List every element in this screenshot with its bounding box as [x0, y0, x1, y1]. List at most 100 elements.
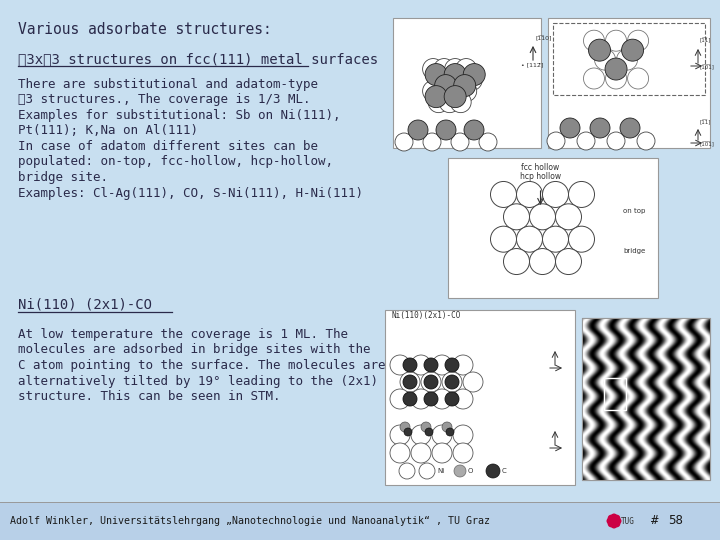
Circle shape	[425, 64, 447, 85]
Circle shape	[616, 49, 638, 70]
Circle shape	[516, 181, 542, 207]
Circle shape	[403, 392, 417, 406]
Circle shape	[421, 372, 441, 392]
Circle shape	[421, 422, 431, 432]
Text: Ni: Ni	[437, 468, 444, 474]
Bar	[582, 318, 710, 480]
Text: Examples for substitutional: Sb on Ni(111),: Examples for substitutional: Sb on Ni(11…	[18, 109, 341, 122]
Text: [1͞0͞1]: [1͞0͞1]	[700, 65, 715, 70]
Circle shape	[411, 425, 431, 445]
Bar	[385, 310, 575, 485]
Text: on top: on top	[623, 208, 645, 214]
Circle shape	[390, 425, 410, 445]
Circle shape	[542, 226, 569, 252]
Circle shape	[454, 75, 476, 97]
Circle shape	[606, 30, 626, 51]
Circle shape	[435, 75, 456, 97]
Circle shape	[453, 355, 473, 375]
Circle shape	[400, 372, 420, 392]
Circle shape	[628, 68, 649, 89]
Circle shape	[463, 64, 485, 85]
Circle shape	[411, 355, 431, 375]
Text: Ni(110)(2x1)-CO: Ni(110)(2x1)-CO	[391, 311, 460, 320]
Circle shape	[637, 132, 655, 150]
Circle shape	[556, 204, 582, 230]
Text: [1͞1]: [1͞1]	[700, 38, 711, 43]
Circle shape	[433, 80, 454, 102]
Text: [1͞10]: [1͞10]	[536, 36, 552, 41]
Circle shape	[432, 389, 452, 409]
Circle shape	[503, 248, 529, 274]
Circle shape	[423, 133, 441, 151]
Circle shape	[556, 248, 582, 274]
Circle shape	[432, 355, 452, 375]
Circle shape	[453, 389, 473, 409]
Bar	[582, 318, 710, 480]
Circle shape	[424, 392, 438, 406]
Text: There are substitutional and adatom-type: There are substitutional and adatom-type	[18, 78, 318, 91]
Text: • [112̅]: • [112̅]	[521, 62, 544, 67]
Circle shape	[411, 443, 431, 463]
Circle shape	[400, 422, 410, 432]
Bar	[553, 23, 705, 94]
Circle shape	[588, 39, 611, 61]
Circle shape	[395, 133, 413, 151]
Circle shape	[628, 30, 649, 51]
Circle shape	[613, 515, 621, 522]
Text: ∖3 structures., The coverage is 1/3 ML.: ∖3 structures., The coverage is 1/3 ML.	[18, 93, 310, 106]
Circle shape	[605, 58, 627, 80]
Circle shape	[606, 517, 613, 524]
Circle shape	[450, 92, 471, 113]
Circle shape	[436, 120, 456, 140]
Circle shape	[620, 118, 640, 138]
Text: C: C	[502, 468, 507, 474]
Circle shape	[547, 132, 565, 150]
Circle shape	[583, 30, 605, 51]
Circle shape	[607, 132, 625, 150]
Circle shape	[439, 70, 460, 91]
Circle shape	[403, 358, 417, 372]
Circle shape	[424, 358, 438, 372]
Circle shape	[419, 463, 435, 479]
Circle shape	[445, 392, 459, 406]
Circle shape	[490, 181, 516, 207]
Text: O: O	[468, 468, 473, 474]
Text: 58: 58	[668, 515, 683, 528]
Circle shape	[408, 120, 428, 140]
Text: structure. This can be seen in STM.: structure. This can be seen in STM.	[18, 390, 281, 403]
Text: Ni(110) (2x1)-CO: Ni(110) (2x1)-CO	[18, 298, 152, 312]
Circle shape	[390, 389, 410, 409]
Circle shape	[451, 133, 469, 151]
Circle shape	[390, 355, 410, 375]
Circle shape	[608, 521, 615, 528]
Bar	[0, 502, 720, 540]
Circle shape	[439, 92, 460, 113]
Circle shape	[479, 133, 497, 151]
Bar	[604, 378, 626, 410]
Circle shape	[390, 443, 410, 463]
Text: TUG: TUG	[621, 516, 635, 525]
Text: #: #	[651, 515, 659, 528]
Circle shape	[463, 372, 483, 392]
Circle shape	[411, 389, 431, 409]
Circle shape	[611, 522, 618, 529]
Circle shape	[432, 443, 452, 463]
Circle shape	[569, 181, 595, 207]
Circle shape	[456, 80, 477, 102]
Circle shape	[445, 358, 459, 372]
Circle shape	[456, 58, 477, 79]
Circle shape	[428, 70, 449, 91]
Circle shape	[583, 68, 605, 89]
Circle shape	[425, 86, 447, 107]
Text: Examples: Cl-Ag(111), CO, S-Ni(111), H-Ni(111): Examples: Cl-Ag(111), CO, S-Ni(111), H-N…	[18, 186, 363, 199]
Text: Various adsorbate structures:: Various adsorbate structures:	[18, 22, 271, 37]
Text: alternatively tilted by 19° leading to the (2x1): alternatively tilted by 19° leading to t…	[18, 375, 378, 388]
Circle shape	[403, 375, 417, 389]
Circle shape	[450, 70, 471, 91]
Circle shape	[444, 86, 466, 107]
Bar	[548, 18, 710, 148]
Text: C atom pointing to the surface. The molecules are: C atom pointing to the surface. The mole…	[18, 359, 385, 372]
Circle shape	[428, 92, 449, 113]
Circle shape	[529, 248, 556, 274]
Circle shape	[611, 517, 618, 524]
